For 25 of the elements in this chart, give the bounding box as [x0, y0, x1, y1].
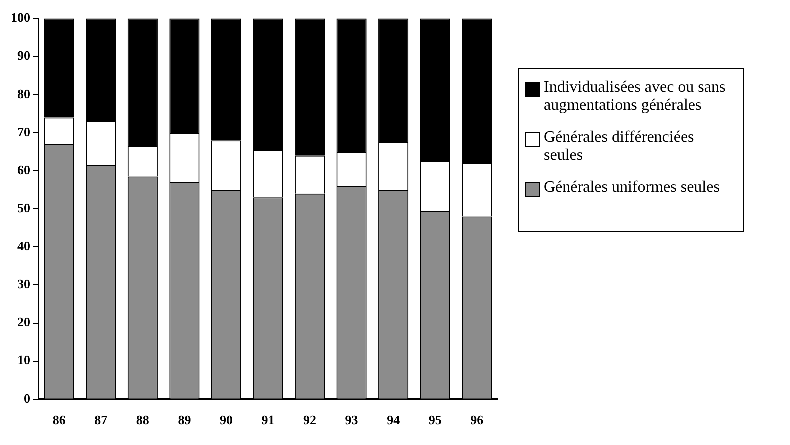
y-tick-label: 90 [18, 48, 30, 64]
x-tick-label: 88 [136, 412, 150, 428]
x-tick-label: 93 [345, 412, 359, 428]
x-tick-label: 91 [262, 412, 275, 428]
legend-label: Générales uniformes seules [544, 179, 720, 197]
y-tick-label: 20 [18, 314, 30, 330]
y-tick-label: 70 [18, 124, 30, 140]
x-tick-label: 90 [220, 412, 233, 428]
text: Générales différenciées seules [544, 129, 696, 165]
y-tick-label: 0 [24, 390, 30, 406]
y-tick-label: 100 [11, 10, 30, 26]
y-tick-label: 80 [18, 86, 30, 102]
x-tick-label: 87 [94, 412, 108, 428]
x-tick-label: 92 [304, 412, 317, 428]
x-tick-label: 94 [387, 412, 401, 428]
y-tick-label: 10 [18, 352, 30, 368]
x-tick-label: 96 [470, 412, 484, 428]
x-tick-label: 89 [178, 412, 192, 428]
y-tick-label: 40 [18, 238, 30, 254]
legend-label: Individualisées avec ou sans augmentations générales [544, 79, 727, 115]
x-tick-label: 95 [428, 412, 442, 428]
y-tick-label: 50 [18, 200, 30, 216]
y-tick-label: 60 [18, 162, 30, 178]
x-tick-label: 86 [52, 412, 66, 428]
y-tick-label: 30 [18, 276, 30, 292]
